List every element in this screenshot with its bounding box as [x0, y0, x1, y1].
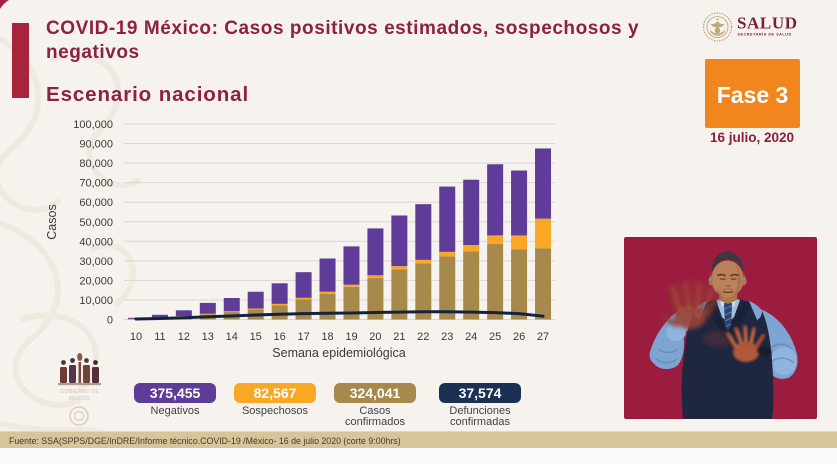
svg-text:14: 14: [226, 331, 238, 343]
svg-text:12: 12: [178, 331, 190, 343]
svg-text:0: 0: [107, 315, 113, 327]
svg-text:10: 10: [130, 331, 142, 343]
svg-text:19: 19: [345, 331, 357, 343]
svg-text:GOBIERNO DE: GOBIERNO DE: [60, 389, 99, 395]
svg-text:16: 16: [274, 331, 286, 343]
svg-text:25: 25: [489, 331, 501, 343]
svg-text:SALUD: SALUD: [737, 14, 798, 33]
svg-text:90,000: 90,000: [79, 139, 113, 151]
svg-text:20: 20: [369, 331, 381, 343]
svg-text:MÉXICO: MÉXICO: [69, 394, 91, 402]
svg-text:30,000: 30,000: [79, 256, 113, 268]
svg-text:22: 22: [417, 331, 429, 343]
svg-text:40,000: 40,000: [79, 236, 113, 248]
svg-text:Semana epidemiológica: Semana epidemiológica: [272, 346, 405, 360]
svg-text:11: 11: [154, 331, 165, 343]
svg-text:13: 13: [202, 331, 214, 343]
svg-text:70,000: 70,000: [79, 178, 113, 190]
svg-text:20,000: 20,000: [79, 275, 113, 287]
svg-text:18: 18: [321, 331, 333, 343]
svg-text:Casos: Casos: [45, 204, 59, 239]
svg-text:26: 26: [513, 331, 525, 343]
svg-text:60,000: 60,000: [79, 197, 113, 209]
svg-text:50,000: 50,000: [79, 217, 113, 229]
svg-text:17: 17: [297, 331, 309, 343]
svg-text:15: 15: [250, 331, 262, 343]
svg-text:23: 23: [441, 331, 453, 343]
svg-text:27: 27: [537, 331, 549, 343]
svg-text:100,000: 100,000: [73, 119, 113, 131]
svg-text:SECRETARÍA DE SALUD: SECRETARÍA DE SALUD: [738, 31, 792, 36]
svg-text:24: 24: [465, 331, 477, 343]
svg-text:21: 21: [393, 331, 405, 343]
svg-text:80,000: 80,000: [79, 158, 113, 170]
svg-text:10,000: 10,000: [79, 295, 113, 307]
